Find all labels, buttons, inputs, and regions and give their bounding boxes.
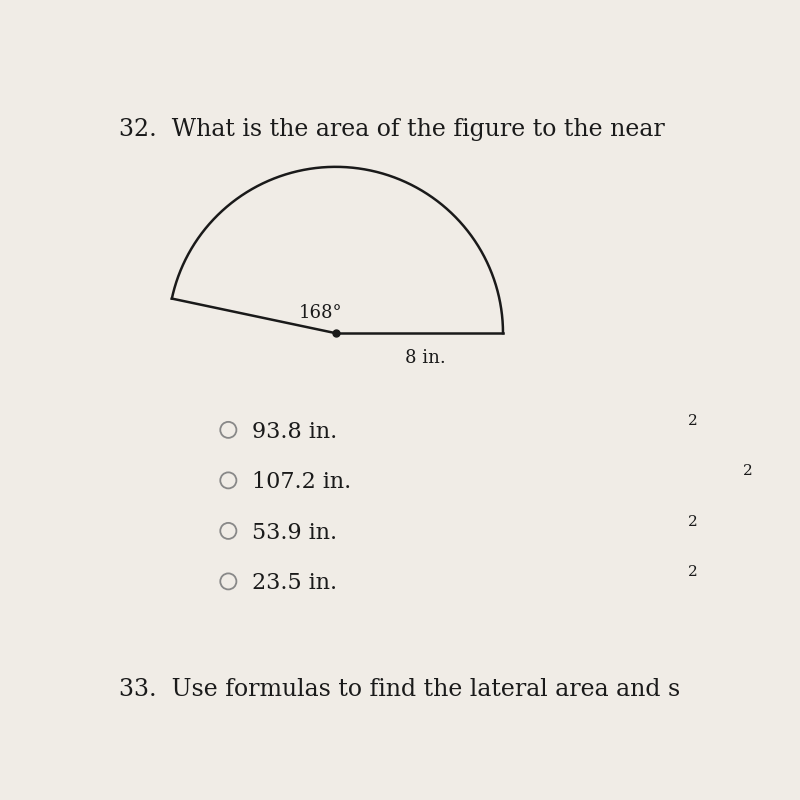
Text: 2: 2	[688, 514, 698, 529]
Text: 2: 2	[688, 565, 698, 579]
Text: 53.9 in.: 53.9 in.	[252, 522, 337, 544]
Text: 2: 2	[688, 414, 698, 428]
Text: 168°: 168°	[298, 304, 342, 322]
Text: 2: 2	[743, 464, 753, 478]
Text: 23.5 in.: 23.5 in.	[252, 572, 337, 594]
Text: 107.2 in.: 107.2 in.	[252, 471, 351, 494]
Text: 33.  Use formulas to find the lateral area and s: 33. Use formulas to find the lateral are…	[118, 678, 680, 701]
Text: 93.8 in.: 93.8 in.	[252, 421, 337, 442]
Text: 8 in.: 8 in.	[405, 349, 446, 366]
Text: 32.  What is the area of the figure to the near: 32. What is the area of the figure to th…	[118, 118, 664, 141]
